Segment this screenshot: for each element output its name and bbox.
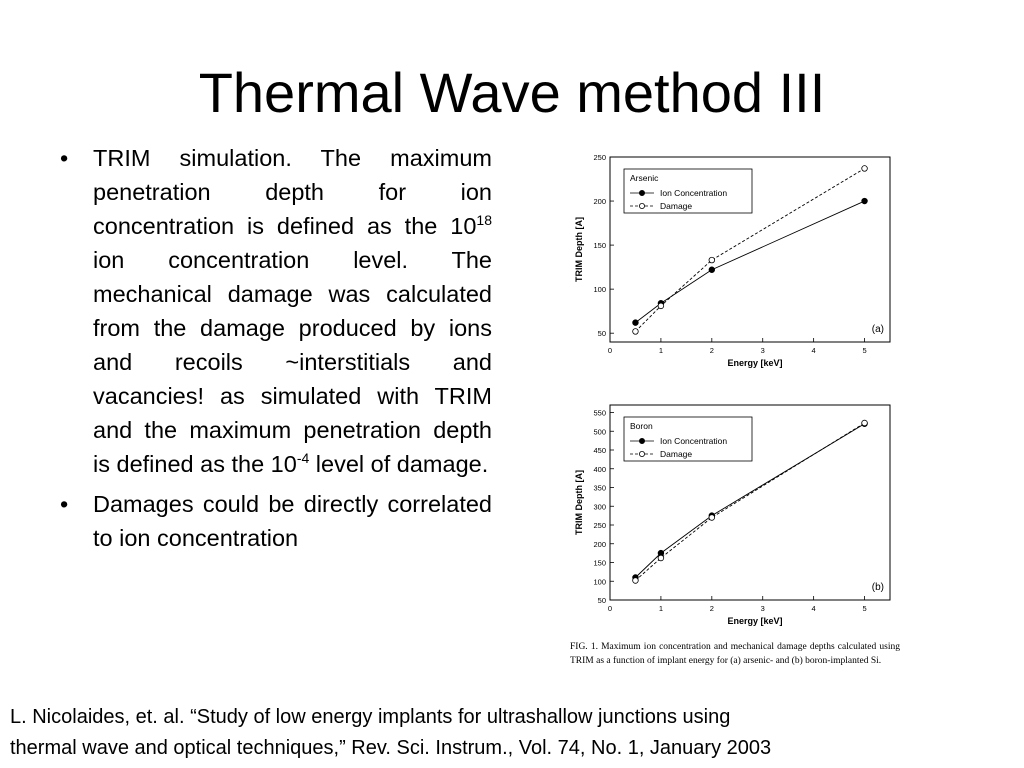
legend-entry: Ion Concentration <box>660 436 727 446</box>
legend-marker <box>639 437 646 444</box>
y-axis-label: TRIM Depth [A] <box>574 470 584 535</box>
x-axis-label: Energy [keV] <box>727 358 782 368</box>
x-tick-label: 3 <box>761 346 765 355</box>
series-line-damage <box>635 422 865 581</box>
y-tick-label: 100 <box>593 285 606 294</box>
series-line-damage <box>635 168 865 332</box>
data-point-ion-concentration <box>708 266 716 273</box>
x-tick-label: 3 <box>761 604 765 613</box>
y-tick-label: 350 <box>593 484 606 493</box>
y-tick-label: 500 <box>593 427 606 436</box>
legend-marker <box>639 450 646 457</box>
slide-title: Thermal Wave method III <box>198 61 826 124</box>
legend-entry: Ion Concentration <box>660 188 727 198</box>
chart-panel-b: 50 100 150 200 250 300 350 400 450 500 550 0 1 2 3 4 5 En… <box>574 404 891 626</box>
legend-marker <box>639 203 646 210</box>
legend-title: Boron <box>630 421 653 431</box>
y-tick-label: 200 <box>593 197 606 206</box>
x-tick-label: 0 <box>608 346 612 355</box>
bullet-list: • TRIM simulation. The maximum penetrati… <box>60 141 492 561</box>
superscript-minus-4: -4 <box>296 450 310 467</box>
y-tick-label: 150 <box>593 241 606 250</box>
y-axis-label: TRIM Depth [A] <box>574 217 584 282</box>
data-point-damage <box>632 328 639 335</box>
x-tick-label: 5 <box>862 604 866 613</box>
y-tick-label: 300 <box>593 502 606 511</box>
plot-frame <box>609 404 891 601</box>
data-point-ion-concentration <box>861 197 868 205</box>
bullet-marker: • <box>60 491 69 517</box>
legend-entry: Damage <box>660 201 692 211</box>
plot-frame <box>609 156 891 343</box>
citation-line-1: L. Nicolaides, et. al. “Study of low ene… <box>10 706 731 728</box>
x-axis-label: Energy [keV] <box>727 616 782 626</box>
data-point-damage <box>861 419 868 427</box>
citation: L. Nicolaides, et. al. “Study of low ene… <box>10 702 1014 764</box>
x-tick-label: 2 <box>710 604 714 613</box>
bullet-text-1a: TRIM simulation. The maximum penetration… <box>93 145 492 239</box>
x-tick-label: 1 <box>659 604 663 613</box>
x-tick-label: 4 <box>812 346 816 355</box>
bullet-item-damages: • Damages could be directly correlated t… <box>60 487 492 555</box>
bullet-text-2: Damages could be directly correlated to … <box>93 491 492 551</box>
legend-entry: Damage <box>660 449 692 459</box>
legend-title: Arsenic <box>630 173 659 183</box>
data-point-damage <box>657 554 665 562</box>
bullet-text-1b: ion concentration level. The mechanical … <box>93 247 492 477</box>
data-point-damage <box>657 302 665 310</box>
y-tick-label: 250 <box>593 153 606 162</box>
bullet-marker: • <box>60 145 69 171</box>
y-tick-label: 100 <box>593 577 606 586</box>
x-tick-label: 5 <box>862 346 866 355</box>
bullet-text-1c: level of damage. <box>309 451 489 477</box>
legend-marker <box>639 190 646 197</box>
panel-label: (b) <box>872 582 884 593</box>
data-point-damage <box>632 577 639 584</box>
data-point-damage <box>708 514 716 521</box>
x-tick-label: 0 <box>608 604 612 613</box>
data-point-damage <box>861 165 868 172</box>
y-tick-label: 50 <box>598 596 606 605</box>
bullet-item-trim: • TRIM simulation. The maximum penetrati… <box>60 141 492 481</box>
figure-caption: FIG. 1. Maximum ion concentration and me… <box>570 642 900 666</box>
x-tick-label: 1 <box>659 346 663 355</box>
panel-label: (a) <box>872 324 884 335</box>
y-tick-label: 250 <box>593 521 606 530</box>
y-tick-label: 450 <box>593 446 606 455</box>
superscript-18: 18 <box>476 212 492 229</box>
x-tick-label: 4 <box>812 604 816 613</box>
chart-panel-a: 50 100 150 200 250 0 1 2 3 4 5 Energy [keV] TRIM Dep… <box>574 153 891 368</box>
y-tick-label: 400 <box>593 465 606 474</box>
data-point-damage <box>708 256 716 264</box>
y-tick-label: 150 <box>593 559 606 568</box>
citation-line-2: thermal wave and optical techniques,” Re… <box>10 737 772 759</box>
x-tick-label: 2 <box>710 346 714 355</box>
y-tick-label: 200 <box>593 540 606 549</box>
series-line-ion-concentration <box>635 200 865 323</box>
figure-charts: 50 100 150 200 250 0 1 2 3 4 5 Energy [keV] TRIM Dep… <box>558 150 898 690</box>
series-line-ion-concentration <box>635 423 865 578</box>
data-point-ion-concentration <box>632 319 639 326</box>
y-tick-label: 550 <box>593 409 606 418</box>
y-tick-label: 50 <box>598 329 606 338</box>
